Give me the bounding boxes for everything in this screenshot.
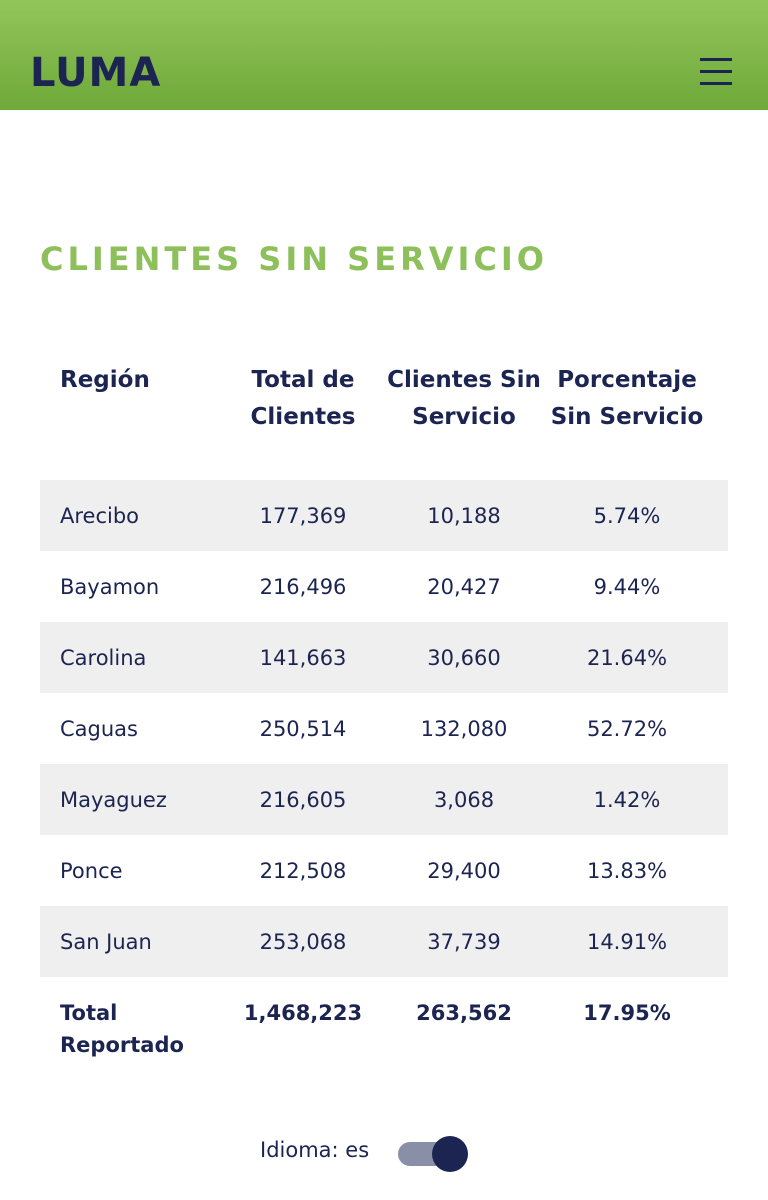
total-cell: 1,468,223 [243, 1001, 363, 1025]
language-label: Idioma: es [260, 1138, 370, 1162]
table-cell: 5.74% [544, 480, 728, 551]
table-cell: 1.42% [544, 764, 728, 835]
table-cell: 52.72% [586, 716, 668, 741]
table-cell: San Juan [40, 906, 222, 977]
table-cell: 253,068 [222, 906, 384, 977]
table-cell: Ponce [60, 858, 123, 883]
table-row: San Juan 253,068 37,739 14.91% [40, 906, 728, 977]
table-row: Caguas 250,514 132,080 52.72% [40, 693, 728, 764]
table-row: Ponce 212,508 29,400 13.83% [40, 835, 728, 906]
total-cell: 263,562 [416, 1001, 512, 1025]
table-cell: 21.64% [544, 622, 728, 693]
table-row: Carolina 141,663 30,660 21.64% [40, 622, 728, 693]
table-cell: Carolina [40, 622, 222, 693]
column-header: Total de Clientes [250, 367, 356, 430]
column-header: Región [60, 367, 150, 393]
total-row: Total Reportado 1,468,223 263,562 17.95% [40, 977, 728, 1061]
total-cell: Total Reportado [60, 1001, 184, 1057]
table-cell: Bayamon [60, 574, 160, 599]
table-row: Bayamon 216,496 20,427 9.44% [40, 551, 728, 622]
top-bar: LUMA [0, 0, 768, 110]
table-cell: 20,427 [427, 574, 501, 599]
header-row: Región Total de Clientes Clientes Sin Serv… [40, 358, 728, 480]
table-cell: Mayaguez [40, 764, 222, 835]
table-cell: 14.91% [544, 906, 728, 977]
table-cell: 9.44% [593, 574, 661, 599]
table-cell: 212,508 [259, 858, 347, 883]
table-cell: 250,514 [259, 716, 347, 741]
table-cell: 216,605 [222, 764, 384, 835]
table-cell: 177,369 [222, 480, 384, 551]
language-toggle[interactable] [398, 1136, 470, 1172]
table-row: Mayaguez 216,605 3,068 1.42% [40, 764, 728, 835]
page-title: CLIENTES SIN SERVICIO [40, 240, 548, 278]
total-cell: 17.95% [583, 1001, 671, 1025]
table-cell: Arecibo [40, 480, 222, 551]
table-cell: 132,080 [420, 716, 508, 741]
table-row: Arecibo 177,369 10,188 5.74% [40, 480, 728, 551]
table-cell: 141,663 [222, 622, 384, 693]
table-cell: Caguas [60, 716, 138, 741]
menu-button[interactable] [700, 58, 732, 86]
column-header: Porcentaje Sin Servicio [550, 367, 704, 430]
outage-table: Región Total de Clientes Clientes Sin Serv… [40, 358, 728, 1061]
table-cell: 3,068 [384, 764, 544, 835]
column-header: Clientes Sin Servicio [387, 367, 541, 430]
table-cell: 29,400 [427, 858, 501, 883]
table-cell: 13.83% [586, 858, 668, 883]
logo[interactable]: LUMA [30, 50, 162, 96]
table-cell: 30,660 [384, 622, 544, 693]
table-cell: 37,739 [384, 906, 544, 977]
table-cell: 216,496 [259, 574, 347, 599]
table-cell: 10,188 [384, 480, 544, 551]
